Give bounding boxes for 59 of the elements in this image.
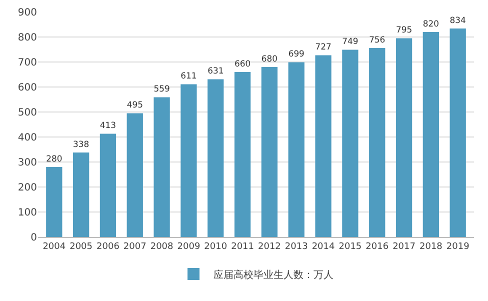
- y-tick-label: 600: [18, 82, 37, 94]
- bar: [100, 134, 116, 237]
- data-label: 338: [73, 138, 90, 149]
- data-label: 820: [422, 18, 439, 28]
- bar: [396, 38, 412, 237]
- data-label: 834: [450, 14, 466, 25]
- data-label: 756: [369, 34, 386, 44]
- bar: [46, 167, 62, 237]
- data-label: 795: [396, 24, 412, 35]
- y-tick-label: 200: [18, 182, 37, 194]
- y-tick-label: 400: [18, 132, 37, 144]
- x-tick-label: 2004: [42, 242, 66, 252]
- bar: [261, 67, 278, 237]
- data-label: 280: [46, 153, 62, 164]
- y-tick-label: 800: [18, 32, 37, 44]
- y-tick-label: 500: [18, 108, 37, 118]
- data-label: 559: [154, 84, 170, 94]
- x-tick-label: 2010: [204, 242, 228, 252]
- legend-label: 应届高校毕业生人数：万人: [214, 268, 334, 281]
- x-tick-label: 2017: [392, 242, 416, 252]
- data-label: 699: [288, 48, 304, 59]
- data-label: 631: [208, 66, 224, 76]
- y-tick-label: 300: [18, 158, 37, 168]
- x-tick-label: 2019: [446, 242, 470, 252]
- x-tick-label: 2005: [70, 242, 93, 252]
- data-label: 660: [234, 58, 251, 68]
- data-label: 680: [261, 53, 278, 64]
- bar: [234, 72, 251, 237]
- bar: [288, 62, 304, 237]
- x-tick-label: 2015: [338, 242, 362, 252]
- bar: [422, 32, 440, 237]
- bar: [154, 97, 170, 237]
- bar: [369, 48, 386, 237]
- x-tick-label: 2008: [150, 242, 174, 252]
- data-label: 727: [315, 42, 332, 52]
- bar: [208, 79, 224, 237]
- y-tick-label: 0: [30, 232, 37, 244]
- data-label: 495: [126, 100, 143, 110]
- y-tick-label: 700: [18, 58, 37, 68]
- data-label: 749: [342, 36, 358, 46]
- data-label: 413: [100, 120, 116, 130]
- bar: [315, 55, 332, 237]
- bar: [72, 152, 90, 237]
- y-tick-label: 100: [18, 208, 37, 218]
- x-tick-label: 2012: [258, 242, 281, 252]
- x-tick-label: 2016: [366, 242, 389, 252]
- x-tick-label: 2018: [419, 242, 443, 252]
- x-tick-label: 2007: [123, 242, 146, 252]
- x-tick-label: 2009: [177, 242, 200, 252]
- bar: [342, 50, 358, 237]
- x-tick-label: 2013: [284, 242, 308, 252]
- x-tick-label: 2011: [231, 242, 254, 252]
- x-tick-label: 2006: [96, 242, 120, 252]
- bar: [126, 113, 143, 237]
- bar: [180, 84, 197, 237]
- data-label: 611: [180, 70, 197, 81]
- bar: [450, 28, 466, 237]
- x-tick-label: 2014: [312, 242, 336, 252]
- y-tick-label: 900: [18, 8, 37, 18]
